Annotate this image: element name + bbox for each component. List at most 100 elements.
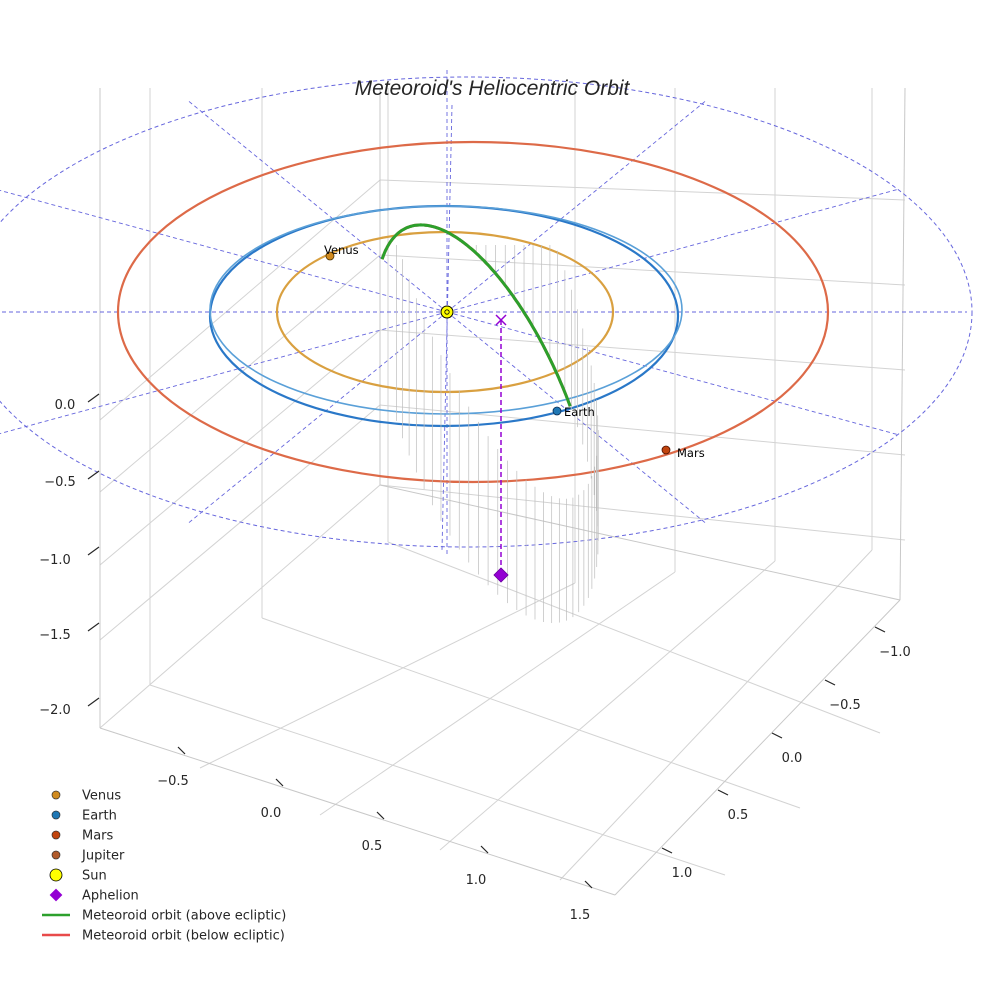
- x-tick-label: 0.0: [261, 806, 282, 821]
- x-tick-mark: [376, 811, 385, 820]
- aphelion-x-stroke: [495, 314, 507, 326]
- jupiter-orbit-layer: [0, 67, 973, 557]
- x-tick-label: 1.0: [466, 873, 487, 888]
- gridline: [319, 571, 676, 816]
- legend-item: Aphelion: [49, 888, 139, 904]
- gridline: [99, 179, 381, 421]
- legend-item: Jupiter: [51, 849, 125, 864]
- ecliptic-spoke: [446, 189, 898, 313]
- gridline: [99, 727, 616, 896]
- y-tick-label: −0.5: [829, 698, 861, 713]
- legend-label: Venus: [82, 789, 121, 804]
- z-tick-mark: [87, 546, 100, 556]
- gridline: [99, 254, 381, 493]
- gridline: [379, 484, 901, 601]
- legend-item: Sun: [49, 868, 107, 884]
- axis-ticks: 0.0 −0.5 −1.0 −1.5 −2.0 −0.5 0.0 0.5 1.0 1.5 −1.0 −…: [39, 393, 911, 923]
- legend-label: Aphelion: [82, 889, 139, 904]
- ecliptic-spoke: [0, 189, 448, 313]
- gridline: [899, 87, 906, 601]
- sun-marker: [440, 305, 454, 319]
- legend: Venus Earth Mars Jupiter Sun Aphelion Meteoroi…: [42, 789, 286, 944]
- y-tick-label: 0.5: [728, 808, 749, 823]
- legend-label: Meteoroid orbit (above ecliptic): [82, 909, 286, 924]
- venus-marker: [325, 251, 335, 261]
- y-tick-mark: [717, 789, 729, 796]
- legend-item: Meteoroid orbit (above ecliptic): [42, 909, 286, 924]
- legend-item: Earth: [51, 809, 117, 824]
- z-tick-label: 0.0: [55, 398, 76, 413]
- z-tick-mark: [87, 393, 100, 403]
- meteoroid-drop-lines: [396, 245, 599, 624]
- meteoroid-orbit: [380, 223, 572, 407]
- ecliptic-spoke: [186, 99, 448, 313]
- gridline: [261, 617, 801, 809]
- gridline: [379, 254, 906, 286]
- z-tick-label: −0.5: [44, 475, 76, 490]
- x-tick-mark: [584, 880, 593, 889]
- z-tick-mark: [87, 622, 100, 632]
- gridline: [379, 404, 906, 456]
- sun-core: [444, 309, 450, 315]
- venus-label: Venus: [324, 243, 359, 257]
- z-tick-label: −1.0: [39, 553, 71, 568]
- ecliptic-spoke: [446, 311, 898, 435]
- aphelion-marker: [493, 567, 509, 583]
- legend-marker: [51, 790, 61, 800]
- x-tick-mark: [177, 746, 186, 755]
- legend-marker: [49, 868, 63, 882]
- legend-marker: [51, 830, 61, 840]
- gridline: [199, 582, 576, 769]
- legend-label: Sun: [82, 869, 107, 884]
- y-tick-mark: [874, 626, 886, 633]
- legend-marker: [49, 888, 63, 902]
- x-tick-label: 0.5: [362, 839, 383, 854]
- mars-orbit: [116, 140, 830, 484]
- chart-title: Meteoroid's Heliocentric Orbit: [355, 77, 631, 100]
- mars-marker: [661, 445, 671, 455]
- orbit-above-ecliptic: [380, 223, 572, 407]
- legend-label: Meteoroid orbit (below ecliptic): [82, 929, 285, 944]
- z-tick-mark: [87, 697, 100, 707]
- x-tick-mark: [275, 778, 284, 787]
- legend-marker: [51, 850, 61, 860]
- bodies-layer: Venus Earth Mars: [324, 243, 705, 583]
- gridline: [99, 404, 381, 641]
- y-tick-label: −1.0: [879, 645, 911, 660]
- x-tick-mark: [480, 845, 489, 854]
- gridline: [379, 484, 906, 541]
- gridline: [387, 541, 881, 734]
- z-tick-label: −1.5: [39, 628, 71, 643]
- legend-label: Earth: [82, 809, 117, 824]
- gridline: [149, 684, 726, 876]
- ecliptic-spoke: [446, 99, 708, 313]
- earth-marker: [552, 406, 562, 416]
- y-tick-label: 1.0: [672, 866, 693, 881]
- gridline: [559, 549, 873, 881]
- mars-label: Mars: [677, 446, 705, 460]
- legend-marker: [51, 810, 61, 820]
- x-tick-label: 1.5: [570, 908, 591, 923]
- gridline: [99, 329, 381, 566]
- gridline: [439, 560, 776, 851]
- y-tick-mark: [661, 847, 673, 854]
- y-tick-mark: [771, 732, 783, 739]
- gridline: [99, 484, 381, 729]
- ecliptic-spoke: [0, 311, 448, 435]
- z-tick-mark: [87, 470, 100, 480]
- y-tick-mark: [824, 679, 836, 686]
- gridline: [614, 599, 901, 896]
- aphelion-projection-marker: [495, 314, 507, 326]
- legend-item: Meteoroid orbit (below ecliptic): [42, 929, 285, 944]
- gridline: [379, 179, 906, 201]
- earth-orbit-echo: [209, 205, 683, 415]
- legend-label: Mars: [82, 829, 114, 844]
- jupiter-orbit: [0, 76, 973, 548]
- gridline: [379, 329, 906, 371]
- legend-label: Jupiter: [81, 849, 125, 864]
- legend-item: Mars: [51, 829, 114, 844]
- legend-item: Venus: [51, 789, 121, 804]
- y-tick-label: 0.0: [782, 751, 803, 766]
- ecliptic-spoke: [186, 311, 448, 525]
